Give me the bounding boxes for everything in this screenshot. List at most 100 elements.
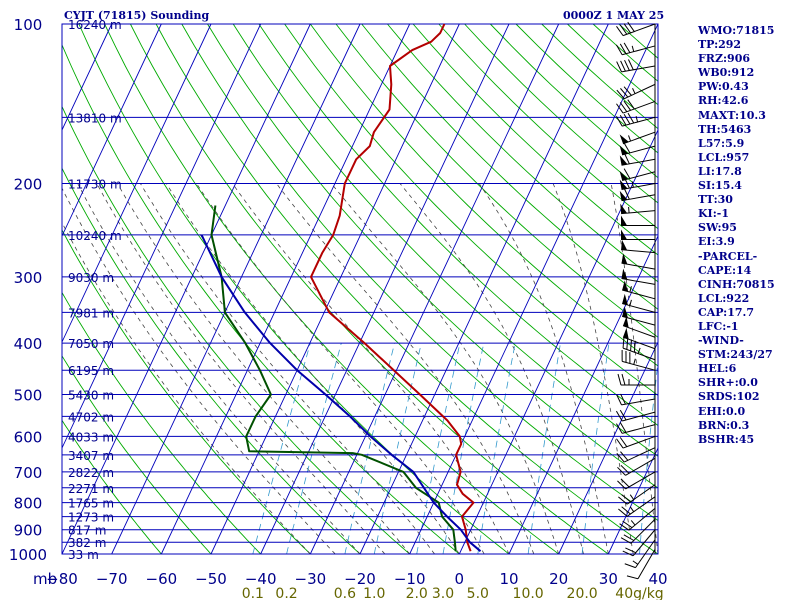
station-title: CYJT (71815) Sounding <box>64 9 210 22</box>
wind-barb <box>617 471 656 490</box>
wind-barb <box>615 112 656 127</box>
height-label: 6195 m <box>68 364 114 378</box>
stat-line: -WIND- <box>698 334 744 348</box>
mixing-ratio-line <box>477 343 516 555</box>
moist-adiabat <box>196 183 485 555</box>
pressure-tick-label: 200 <box>14 176 43 194</box>
stat-line: EI:3.9 <box>698 235 735 249</box>
mixing-ratio-label: 5.0 <box>467 586 489 600</box>
wind-barb <box>616 435 656 449</box>
stat-line: TP:292 <box>698 38 742 52</box>
temperature-tick-label: 40 <box>648 570 667 588</box>
moist-adiabat <box>331 183 560 555</box>
pressure-tick-label: 800 <box>14 495 43 513</box>
wind-barb <box>619 168 656 182</box>
mixing-ratio-label: 20.0 <box>567 586 598 600</box>
stat-line: CAPE:14 <box>698 263 752 277</box>
pressure-tick-label: 400 <box>14 335 43 353</box>
height-label: 10240 m <box>68 229 122 243</box>
stat-line: SI:15.4 <box>698 179 742 193</box>
pressure-tick-label: 500 <box>14 386 43 404</box>
mixing-ratio-label: 10.0 <box>513 586 544 600</box>
temperature-tick-label: −10 <box>394 570 426 588</box>
wind-barb <box>626 549 656 580</box>
wind-barb <box>619 177 656 190</box>
wind-barb <box>621 229 655 240</box>
stat-line: CINH:70815 <box>698 277 775 291</box>
wind-barb <box>621 253 656 270</box>
stat-line: L57:5.9 <box>698 136 745 150</box>
moist-adiabat <box>610 183 658 555</box>
temperature-tick-label: 20 <box>549 570 568 588</box>
wind-barb <box>621 239 656 254</box>
isotherm <box>309 23 560 555</box>
stat-line: HEL:6 <box>698 362 737 376</box>
isotherm <box>409 23 658 555</box>
y-axis-unit: mb <box>33 570 57 588</box>
height-label: 9030 m <box>68 271 114 285</box>
mixing-ratio-label: 0.6 <box>334 586 356 600</box>
stat-line: CAP:17.7 <box>698 305 755 319</box>
wind-barb <box>621 268 656 285</box>
mixing-ratio-line <box>527 343 561 555</box>
dry-adiabat <box>62 167 361 555</box>
pressure-tick-label: 900 <box>14 522 43 540</box>
stat-line: SHR+:0.0 <box>698 376 758 390</box>
wind-barb <box>619 153 656 166</box>
stat-line: SRDS:102 <box>698 390 760 404</box>
pressure-tick-label: 700 <box>14 464 43 482</box>
wind-barb <box>616 447 656 463</box>
wind-barb <box>617 373 655 386</box>
height-label: 5430 m <box>68 388 114 402</box>
wind-barb <box>616 99 656 114</box>
isotherm <box>607 446 658 555</box>
stat-line: BSHR:45 <box>698 432 755 446</box>
moist-adiabat <box>165 183 460 555</box>
stat-line: TH:5463 <box>698 122 752 136</box>
temperature-tick-label: −70 <box>96 570 128 588</box>
wind-barb <box>616 59 656 73</box>
wind-barb <box>619 131 656 145</box>
wind-barb <box>619 188 656 202</box>
pressure-tick-label: 600 <box>14 428 43 446</box>
height-label: 7050 m <box>68 337 114 351</box>
height-label: 3407 m <box>68 449 114 463</box>
height-label: 16240 m <box>68 18 122 32</box>
pressure-tick-label: 100 <box>14 16 43 34</box>
wind-barb <box>621 215 655 227</box>
dry-adiabat <box>155 23 658 555</box>
wind-barb <box>615 42 656 56</box>
moist-adiabat <box>140 183 435 555</box>
height-label: 1273 m <box>68 511 114 525</box>
observation-time: 0000Z 1 MAY 25 <box>563 9 665 22</box>
temperature-profile <box>310 23 475 552</box>
wind-barb <box>619 142 656 156</box>
wind-barb <box>618 484 656 505</box>
wind-barb <box>616 393 656 406</box>
moist-adiabat <box>62 187 336 555</box>
height-label: 4702 m <box>68 410 114 424</box>
stat-line: -PARCEL- <box>698 249 758 263</box>
wind-barb <box>617 457 656 476</box>
height-label: 382 m <box>68 536 106 550</box>
isotherm <box>62 23 113 132</box>
isotherm <box>62 23 162 238</box>
stat-line: LCL:957 <box>698 150 750 164</box>
wind-barb <box>622 316 656 338</box>
height-label: 33 m <box>68 548 99 562</box>
wind-barb <box>622 327 656 350</box>
wind-barb <box>624 539 656 569</box>
isotherm <box>62 23 311 555</box>
moist-adiabat <box>552 183 634 555</box>
wind-barb <box>615 409 656 422</box>
moist-adiabat <box>117 183 411 555</box>
moist-adiabat <box>96 183 386 555</box>
wind-barb <box>622 529 656 557</box>
dry-adiabat <box>207 23 658 489</box>
stat-line: EHI:0.0 <box>698 404 746 418</box>
pressure-tick-label: 300 <box>14 269 43 287</box>
moist-adiabat <box>276 183 535 555</box>
isotherm <box>260 23 510 555</box>
wind-barb <box>615 422 656 434</box>
